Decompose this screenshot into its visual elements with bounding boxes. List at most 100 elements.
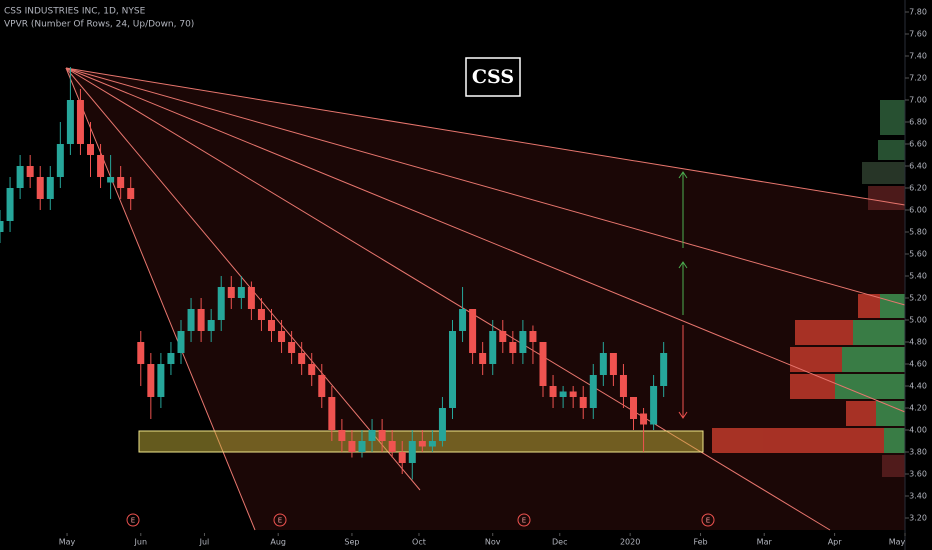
y-tick-label: 5.80 — [909, 228, 927, 237]
vp-row — [862, 162, 905, 184]
candle-body — [569, 391, 577, 397]
chart-title: CSS INDUSTRIES INC, 1D, NYSE — [4, 7, 146, 17]
y-tick-label: 4.00 — [909, 426, 927, 435]
arrows — [678, 171, 688, 419]
candle-body — [26, 166, 34, 177]
candle-body — [449, 331, 456, 408]
candle-body — [268, 320, 275, 331]
y-tick-label: 4.60 — [909, 360, 927, 369]
label-box — [465, 57, 521, 97]
vp-row — [790, 374, 835, 399]
x-tick-label: May — [889, 538, 906, 547]
candle-body — [358, 441, 366, 452]
candle-body — [197, 309, 205, 331]
candle-body — [318, 375, 326, 397]
y-tick-label: 7.80 — [909, 8, 927, 17]
candle-body — [479, 353, 487, 364]
candle-body — [388, 441, 396, 452]
x-tick-label: Jul — [199, 538, 210, 547]
y-tick-label: 5.40 — [909, 272, 927, 281]
arrow-head — [678, 261, 688, 269]
volume-profile — [712, 100, 905, 477]
earnings-marker — [273, 513, 287, 527]
vp-row — [884, 428, 905, 453]
y-tick-label: 4.40 — [909, 382, 927, 391]
candle-body — [76, 100, 84, 144]
x-tick-label: Aug — [270, 538, 286, 547]
y-tick-label: 5.00 — [909, 316, 927, 325]
x-tick-label: Mar — [757, 538, 773, 547]
earnings-label: E — [278, 517, 282, 525]
candle-body — [278, 331, 286, 342]
candle-body — [509, 342, 517, 353]
x-tick-label: May — [59, 538, 76, 547]
candle-body — [428, 441, 436, 447]
candle-body — [619, 375, 627, 397]
candle-body — [147, 364, 155, 397]
vp-row — [842, 347, 905, 372]
y-tick-label: 4.80 — [909, 338, 927, 347]
y-tick-label: 6.20 — [909, 184, 927, 193]
candle-body — [368, 430, 376, 441]
fan-line — [65, 67, 421, 491]
vp-row — [858, 294, 880, 318]
y-tick-label: 7.00 — [909, 96, 927, 105]
x-tick-label: Apr — [828, 538, 843, 547]
y-tick-label: 6.40 — [909, 162, 927, 171]
candle-body — [398, 452, 406, 463]
candle-body — [167, 353, 175, 364]
candle-body — [97, 155, 105, 177]
y-tick-label: 6.60 — [909, 140, 927, 149]
fan-line — [65, 67, 831, 531]
candle-body — [46, 177, 54, 199]
candle-body — [127, 188, 135, 199]
candle-body — [217, 287, 225, 320]
earnings-label: E — [522, 517, 526, 525]
x-tick-label: Nov — [485, 538, 501, 547]
candle-body — [177, 331, 185, 353]
y-tick-label: 5.60 — [909, 250, 927, 259]
x-tick-label: 2020 — [620, 538, 640, 547]
x-tick-label: Dec — [552, 538, 567, 547]
y-tick-label: 3.40 — [909, 492, 927, 501]
y-tick-label: 7.60 — [909, 30, 927, 39]
vp-row — [882, 455, 905, 477]
candle-body — [599, 353, 607, 375]
candle-body — [308, 364, 316, 375]
vp-row — [835, 374, 905, 399]
y-tick-label: 3.20 — [909, 514, 927, 523]
earnings-marker — [517, 513, 531, 527]
candle-body — [137, 342, 145, 364]
fan-fill — [66, 68, 905, 530]
fan-line — [65, 67, 906, 206]
candle-body — [549, 386, 557, 397]
y-tick-label: 7.40 — [909, 52, 927, 61]
candle-body — [237, 287, 245, 298]
candle-body — [117, 177, 125, 188]
candle-body — [87, 144, 94, 155]
candle-body — [328, 397, 336, 430]
candle-body — [499, 331, 507, 342]
candle-body — [650, 386, 658, 425]
candle-body — [418, 441, 426, 447]
candle-body — [519, 331, 527, 353]
candle-body — [579, 397, 587, 408]
candle-body — [247, 287, 255, 309]
fan-line — [65, 67, 256, 531]
candle-body — [227, 287, 235, 298]
candle-body — [257, 309, 265, 320]
y-tick-label: 5.20 — [909, 294, 927, 303]
candle-body — [348, 441, 356, 452]
vp-row — [790, 347, 842, 372]
candle-body — [609, 353, 617, 375]
x-tick-label: Jun — [134, 538, 148, 547]
y-tick-label: 4.20 — [909, 404, 927, 413]
x-tick-label: Feb — [693, 538, 707, 547]
candle-body — [207, 320, 215, 331]
y-tick-label: 3.80 — [909, 448, 927, 457]
y-tick-label: 6.00 — [909, 206, 927, 215]
candle-body — [378, 430, 386, 441]
candle-body — [298, 353, 306, 364]
candle-body — [459, 309, 467, 331]
